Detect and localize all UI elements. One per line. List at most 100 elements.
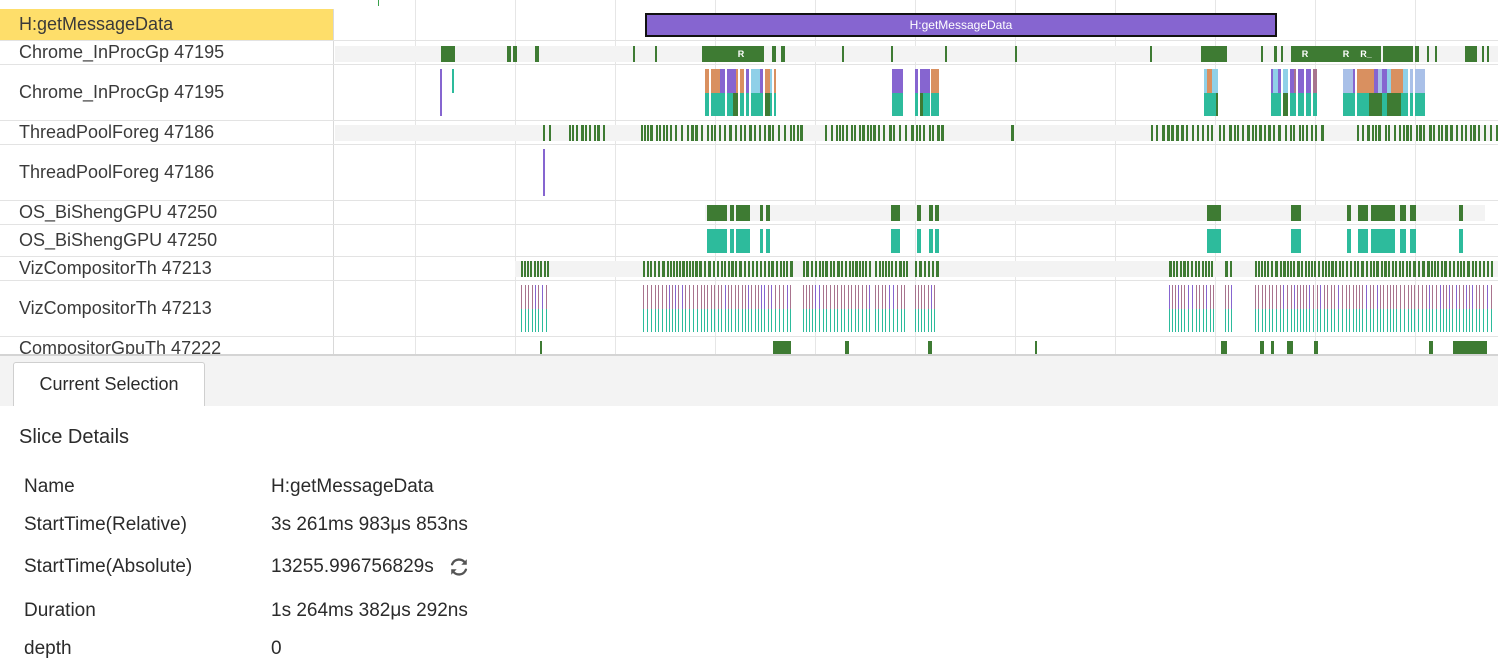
slice[interactable] — [1445, 125, 1448, 141]
slice[interactable] — [666, 285, 667, 309]
slice[interactable] — [793, 125, 795, 141]
slice[interactable] — [924, 309, 925, 332]
slice[interactable] — [1255, 309, 1256, 332]
slice[interactable] — [1487, 261, 1489, 277]
slice[interactable] — [1378, 69, 1382, 93]
slice[interactable] — [803, 309, 804, 332]
slice[interactable] — [537, 261, 539, 277]
slice[interactable] — [1388, 125, 1390, 141]
slice[interactable] — [669, 285, 670, 309]
slice[interactable] — [1298, 93, 1304, 116]
slice[interactable] — [783, 285, 784, 309]
slice[interactable] — [1452, 309, 1453, 332]
slice[interactable] — [1297, 309, 1298, 332]
slice[interactable] — [1343, 69, 1347, 93]
slice[interactable] — [839, 125, 841, 141]
slice[interactable] — [1237, 125, 1239, 141]
slice[interactable] — [1313, 93, 1317, 116]
slice[interactable] — [651, 285, 652, 309]
slice[interactable] — [768, 309, 769, 332]
slice[interactable] — [1473, 125, 1476, 141]
slice[interactable] — [543, 149, 545, 196]
slice[interactable] — [1401, 69, 1403, 93]
slice[interactable] — [882, 285, 883, 309]
slice[interactable] — [535, 46, 539, 62]
slice[interactable] — [770, 69, 772, 93]
slice[interactable] — [1346, 309, 1347, 332]
slice[interactable] — [774, 93, 776, 116]
slice[interactable] — [1313, 285, 1314, 309]
slice[interactable] — [1429, 341, 1433, 354]
slice[interactable] — [780, 261, 782, 277]
slice[interactable] — [771, 309, 772, 332]
slice[interactable] — [714, 285, 715, 309]
slice[interactable] — [1203, 309, 1204, 332]
slice[interactable] — [920, 93, 923, 116]
slice[interactable] — [738, 309, 739, 332]
slice[interactable] — [678, 309, 679, 332]
slice[interactable] — [1401, 93, 1403, 116]
slice[interactable] — [1403, 69, 1408, 93]
slice[interactable] — [1374, 93, 1378, 116]
slice[interactable] — [1354, 261, 1356, 277]
row-lane[interactable]: R R R R_ — [335, 41, 1498, 64]
slice[interactable] — [901, 285, 902, 309]
slice[interactable] — [766, 205, 770, 221]
slice[interactable] — [730, 205, 734, 221]
slice[interactable] — [725, 309, 726, 332]
slice[interactable] — [535, 309, 536, 332]
slice[interactable] — [1443, 285, 1444, 309]
slice[interactable] — [1172, 309, 1173, 332]
slice[interactable] — [851, 309, 852, 332]
slice[interactable] — [1317, 285, 1318, 309]
slice[interactable] — [705, 69, 709, 93]
slice[interactable] — [672, 285, 673, 309]
slice[interactable] — [1198, 261, 1200, 277]
slice[interactable] — [1406, 261, 1408, 277]
slice[interactable] — [730, 229, 734, 253]
slice[interactable] — [534, 261, 536, 277]
slice[interactable] — [1392, 261, 1394, 277]
slice[interactable] — [903, 261, 905, 277]
slice[interactable] — [676, 261, 678, 277]
slice[interactable] — [1221, 341, 1227, 354]
slice[interactable] — [755, 309, 756, 332]
slice[interactable] — [761, 285, 762, 309]
slice[interactable] — [1410, 125, 1412, 141]
slice[interactable] — [1188, 285, 1189, 309]
slice[interactable] — [1347, 69, 1353, 93]
slice[interactable] — [941, 125, 944, 141]
slice[interactable] — [1431, 261, 1433, 277]
slice[interactable] — [745, 309, 746, 332]
slice[interactable] — [1275, 261, 1278, 277]
slice[interactable] — [1436, 309, 1437, 332]
slice[interactable] — [879, 261, 881, 277]
slice[interactable] — [603, 125, 605, 141]
slice[interactable] — [775, 285, 776, 309]
row-os-bishenggpu-expanded[interactable]: OS_BiShengGPU 47250 — [0, 225, 1498, 257]
slice[interactable] — [1169, 261, 1172, 277]
slice[interactable] — [1427, 46, 1429, 62]
slice[interactable] — [1204, 69, 1207, 93]
slice[interactable] — [1378, 125, 1381, 141]
slice[interactable] — [1409, 261, 1411, 277]
slice[interactable] — [666, 125, 668, 141]
slice[interactable] — [1162, 125, 1165, 141]
slice[interactable] — [1271, 261, 1273, 277]
slice[interactable] — [855, 285, 856, 309]
slice[interactable] — [748, 285, 749, 309]
slice[interactable] — [1490, 125, 1492, 141]
slice[interactable] — [576, 125, 578, 141]
slice[interactable] — [875, 285, 876, 309]
slice[interactable] — [1271, 341, 1274, 354]
slice[interactable] — [1324, 309, 1325, 332]
slice[interactable] — [1382, 69, 1387, 93]
slice[interactable] — [1283, 93, 1288, 116]
slice[interactable] — [935, 229, 939, 253]
slice[interactable] — [1356, 309, 1357, 332]
slice[interactable] — [1325, 261, 1327, 277]
slice[interactable] — [751, 309, 752, 332]
slice[interactable] — [1212, 93, 1216, 116]
slice[interactable] — [1372, 125, 1374, 141]
slice[interactable] — [1319, 46, 1337, 62]
